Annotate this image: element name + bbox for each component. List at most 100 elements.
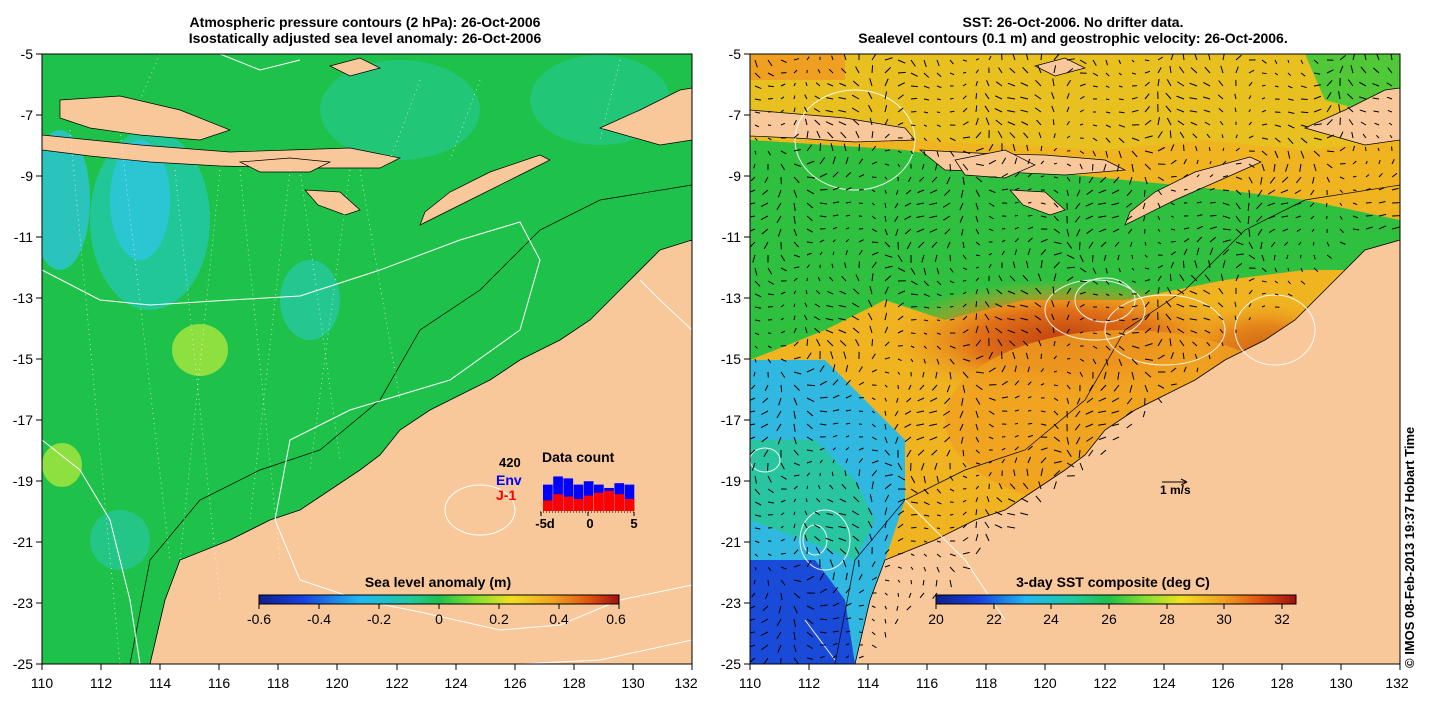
velocity-arrow xyxy=(1362,133,1367,139)
velocity-arrow xyxy=(1126,397,1133,405)
velocity-arrow xyxy=(1116,163,1120,172)
velocity-arrow xyxy=(1092,267,1097,275)
velocity-arrow xyxy=(1203,317,1211,321)
velocity-arrow xyxy=(1014,395,1020,399)
velocity-arrow xyxy=(1190,121,1198,126)
velocity-arrow xyxy=(1092,124,1098,127)
velocity-arrow xyxy=(1348,119,1354,126)
velocity-arrow xyxy=(934,163,938,171)
velocity-arrow xyxy=(780,371,786,378)
velocity-arrow xyxy=(910,318,917,321)
velocity-arrow xyxy=(1326,69,1334,74)
velocity-arrow xyxy=(1267,215,1276,219)
sea-level-colorbar-tick: -0.4 xyxy=(307,611,331,627)
velocity-arrow xyxy=(929,215,938,219)
velocity-arrow xyxy=(1352,228,1360,231)
velocity-arrow xyxy=(754,98,762,101)
velocity-arrow xyxy=(923,98,930,101)
velocity-arrow xyxy=(1118,59,1122,65)
sst-colorbar-tick: 24 xyxy=(1043,611,1059,627)
velocity-arrow xyxy=(814,316,821,321)
velocity-arrow xyxy=(852,327,860,334)
velocity-arrow xyxy=(825,526,834,529)
velocity-arrow xyxy=(1170,251,1176,256)
velocity-arrow xyxy=(1052,78,1055,87)
velocity-arrow xyxy=(949,59,954,65)
velocity-arrow xyxy=(962,176,965,185)
velocity-arrow xyxy=(1034,94,1042,100)
velocity-arrow xyxy=(793,189,798,198)
velocity-arrow xyxy=(853,496,860,503)
velocity-arrow xyxy=(910,293,918,296)
velocity-arrow xyxy=(1040,54,1043,61)
velocity-arrow xyxy=(929,189,938,194)
right-x-tick: 130 xyxy=(1329,675,1353,691)
velocity-arrow xyxy=(1209,161,1212,165)
velocity-arrow xyxy=(1157,384,1165,389)
velocity-arrow xyxy=(1079,303,1085,308)
velocity-arrow xyxy=(975,371,984,374)
velocity-arrow xyxy=(819,202,828,205)
velocity-arrow xyxy=(871,618,875,622)
velocity-arrow xyxy=(793,511,796,516)
velocity-arrow xyxy=(1170,215,1174,218)
velocity-arrow xyxy=(827,83,834,87)
velocity-arrow xyxy=(1053,273,1057,282)
velocity-arrow xyxy=(804,510,808,516)
velocity-arrow xyxy=(897,371,901,375)
velocity-arrow xyxy=(1066,120,1070,126)
velocity-arrow xyxy=(1365,174,1370,178)
velocity-arrow xyxy=(1131,163,1134,172)
velocity-arrow xyxy=(1248,289,1253,295)
velocity-arrow xyxy=(1103,371,1107,380)
velocity-arrow xyxy=(1170,261,1175,269)
velocity-arrow xyxy=(931,241,938,248)
velocity-arrow xyxy=(806,384,816,387)
velocity-arrow xyxy=(750,436,756,440)
velocity-arrow xyxy=(858,589,865,594)
velocity-arrow xyxy=(1170,383,1177,386)
velocity-arrow xyxy=(754,319,761,322)
velocity-arrow xyxy=(923,59,927,68)
velocity-arrow xyxy=(1196,201,1202,204)
velocity-arrow xyxy=(884,549,890,555)
velocity-arrow xyxy=(884,149,891,152)
velocity-arrow xyxy=(843,54,847,61)
velocity-arrow xyxy=(858,604,864,607)
velocity-arrow xyxy=(1176,316,1185,321)
velocity-arrow xyxy=(858,239,864,243)
velocity-arrow xyxy=(1190,275,1198,282)
left-title-line1: Atmospheric pressure contours (2 hPa): 2… xyxy=(189,14,541,30)
velocity-arrow xyxy=(814,536,821,542)
velocity-arrow xyxy=(1053,241,1062,245)
velocity-arrow xyxy=(1066,436,1070,445)
velocity-arrow xyxy=(840,131,847,139)
velocity-arrow xyxy=(871,251,879,256)
velocity-arrow xyxy=(1034,302,1042,308)
velocity-arrow xyxy=(1203,82,1211,87)
velocity-arrow xyxy=(845,422,851,425)
velocity-arrow xyxy=(962,267,968,270)
velocity-arrow xyxy=(1339,228,1344,233)
velocity-arrow xyxy=(1248,316,1251,321)
velocity-arrow xyxy=(1131,254,1134,260)
velocity-arrow xyxy=(884,436,888,444)
sst-colorbar-tick: 22 xyxy=(986,611,1002,627)
velocity-arrow xyxy=(1007,512,1016,516)
velocity-arrow xyxy=(754,514,762,517)
velocity-arrow xyxy=(1208,354,1211,360)
velocity-arrow xyxy=(832,239,836,243)
velocity-arrow xyxy=(936,553,942,558)
velocity-arrow xyxy=(793,176,800,184)
velocity-arrow xyxy=(871,131,874,139)
velocity-arrow xyxy=(780,150,787,155)
velocity-arrow xyxy=(1129,384,1133,393)
velocity-arrow xyxy=(845,630,851,633)
velocity-arrow xyxy=(962,358,971,362)
velocity-arrow xyxy=(1053,54,1060,61)
velocity-arrow xyxy=(949,488,955,492)
velocity-arrow xyxy=(828,276,834,282)
right-y-tick: -7 xyxy=(729,107,742,123)
velocity-arrow xyxy=(1208,54,1211,61)
velocity-arrow xyxy=(1066,79,1072,87)
